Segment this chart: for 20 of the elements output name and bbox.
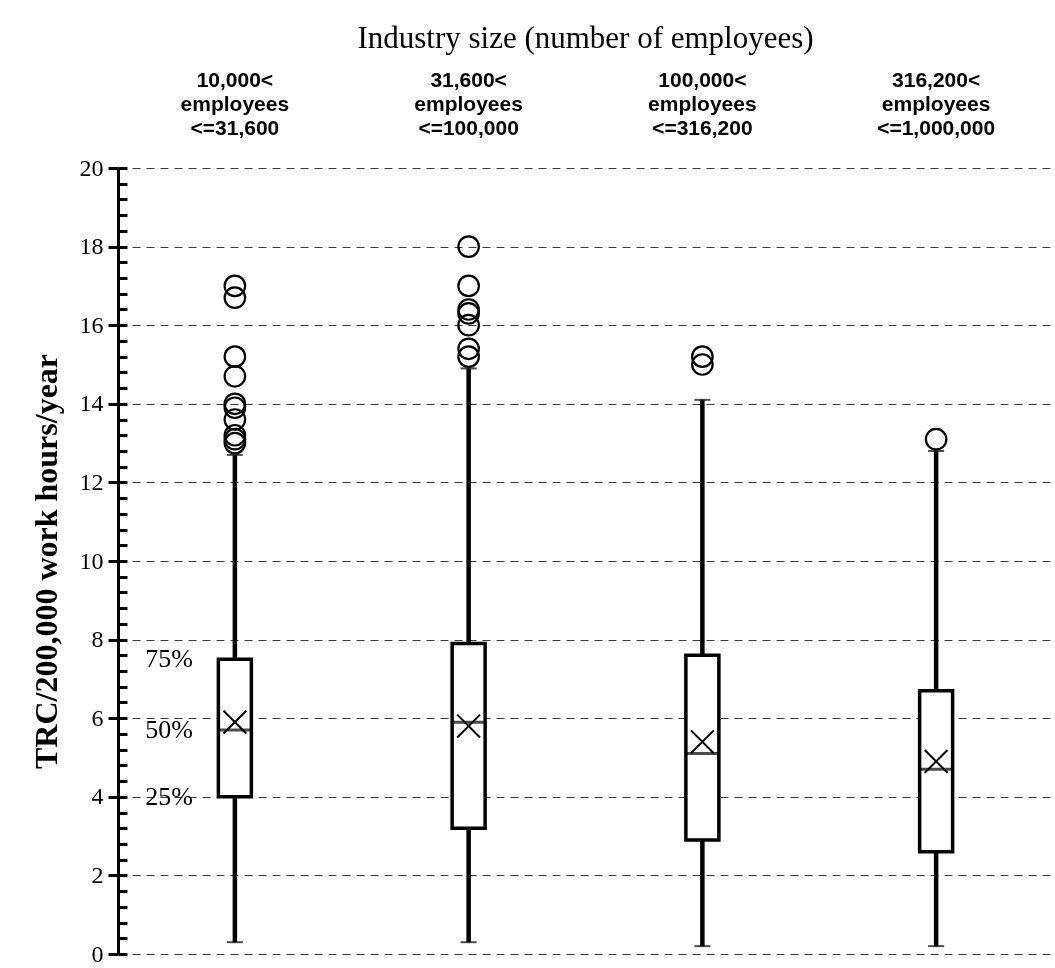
x-tick-label: 10,000< employees <=31,600 <box>180 67 290 139</box>
annotation: 50% <box>145 714 193 744</box>
y-tick-label: 4 <box>91 783 104 810</box>
y-tick-label: 0 <box>91 940 104 967</box>
y-axis-title: TRC/200,000 work hours/year <box>27 353 64 770</box>
y-tick-label: 16 <box>79 311 104 338</box>
y-tick-label: 18 <box>79 233 104 260</box>
x-tick-label: 31,600< employees <=100,000 <box>414 67 523 139</box>
annotation: 75% <box>145 644 193 674</box>
y-tick-label: 20 <box>79 154 104 181</box>
annotation: 25% <box>145 781 193 811</box>
x-tick-label: 316,200< employees <=1,000,000 <box>877 67 996 139</box>
y-tick-label: 14 <box>79 390 104 417</box>
x-tick-label: 100,000< employees <=316,200 <box>648 67 757 139</box>
chart-title: Industry size (number of employees) <box>357 20 814 55</box>
y-tick-label: 10 <box>79 547 104 574</box>
y-tick-label: 6 <box>91 704 104 731</box>
y-tick-label: 8 <box>91 626 104 653</box>
y-tick-label: 2 <box>91 861 104 888</box>
y-tick-label: 12 <box>79 468 104 495</box>
